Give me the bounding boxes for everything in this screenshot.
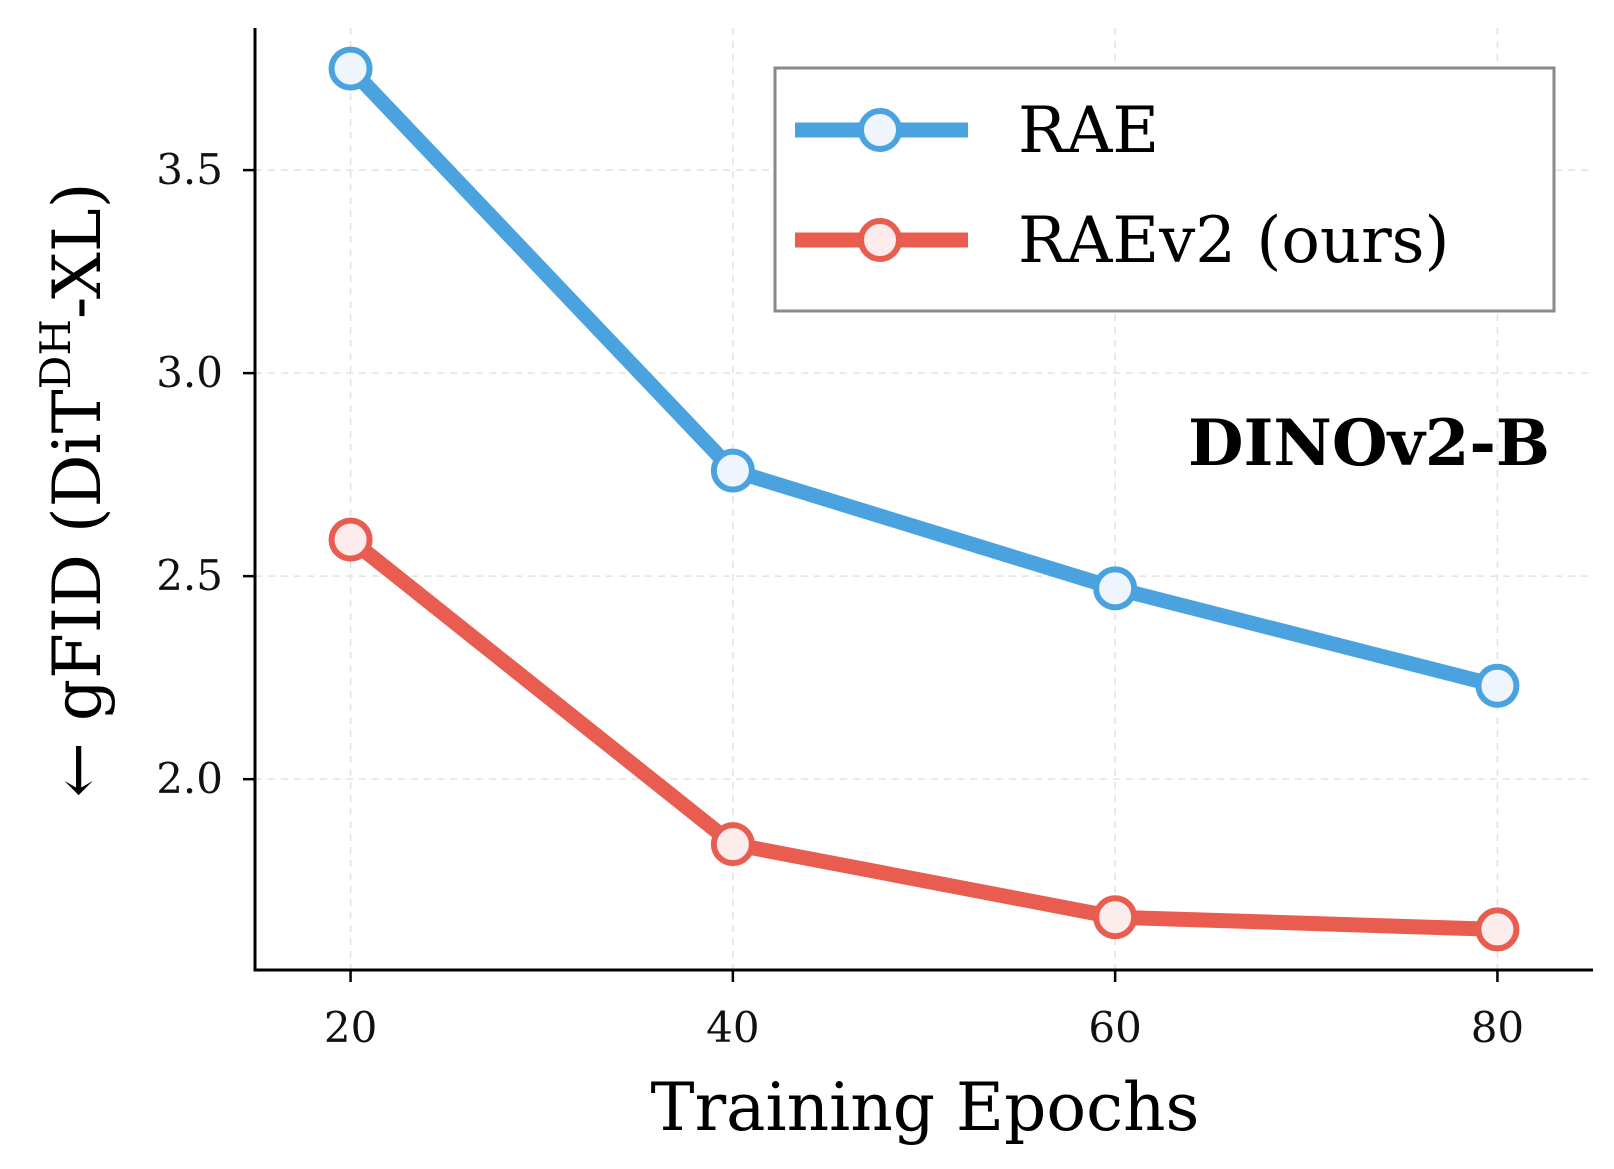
y-axis-title-suffix: -XL) xyxy=(39,183,116,320)
legend-marker-0 xyxy=(858,108,902,152)
legend-frame xyxy=(773,66,1556,313)
series-layer xyxy=(328,46,1520,952)
y-axis-title-space xyxy=(39,721,116,742)
series-0-point-0 xyxy=(328,46,373,91)
series-1-point-0 xyxy=(328,517,373,562)
series-line-1 xyxy=(345,533,1498,937)
y-tick-label-0: 2.0 xyxy=(156,754,223,803)
y-tick-label-2: 3.0 xyxy=(156,348,223,397)
series-0-point-3 xyxy=(1475,663,1520,708)
legend-label-0: RAE xyxy=(1018,94,1159,168)
y-tick-label-3: 3.5 xyxy=(156,145,223,194)
y-axis-title-prefix: gFID (DiT xyxy=(39,389,116,721)
series-line-0 xyxy=(345,63,1500,694)
legend-marker-1 xyxy=(858,218,902,262)
x-tick-label-0: 20 xyxy=(324,1003,377,1052)
series-0-point-1 xyxy=(710,448,755,493)
tick-labels: 20 40 60 80 2.0 2.5 3.0 3.5 xyxy=(156,145,1524,1052)
x-tick-label-3: 80 xyxy=(1471,1003,1524,1052)
y-axis-title: ← gFID (DiTDH-XL) xyxy=(31,183,116,798)
y-axis-title-arrow: ← xyxy=(39,742,116,797)
x-tick-label-1: 40 xyxy=(706,1003,759,1052)
y-axis-title-superscript: DH xyxy=(31,319,80,389)
series-0-point-2 xyxy=(1093,566,1138,611)
series-1-point-1 xyxy=(710,822,755,867)
series-1-point-3 xyxy=(1475,907,1520,952)
legend-label-1: RAEv2 (ours) xyxy=(1018,204,1449,278)
legend: RAE RAEv2 (ours) xyxy=(773,66,1556,313)
x-tick-label-2: 60 xyxy=(1088,1003,1141,1052)
chart-annotation: DINOv2-B xyxy=(1188,406,1550,481)
series-1-point-2 xyxy=(1093,895,1138,940)
x-axis-title: Training Epochs xyxy=(651,1069,1200,1146)
y-tick-label-1: 2.5 xyxy=(156,551,223,600)
axes xyxy=(243,28,1593,982)
